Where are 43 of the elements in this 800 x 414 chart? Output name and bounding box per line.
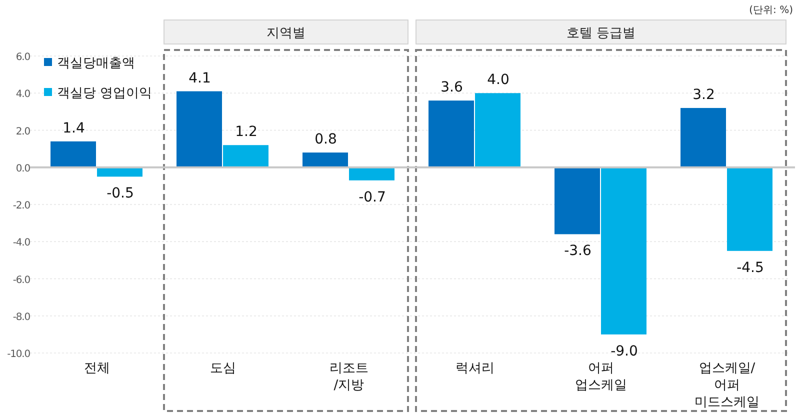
data-label: 1.4 [62,120,85,136]
bar [428,100,474,168]
bar [554,167,600,234]
text: (단위: %) [749,5,794,16]
bar [176,91,222,168]
data-label: 3.6 [440,80,463,96]
y-tick-label: -6.0 [12,274,30,286]
data-label: 1.2 [235,124,258,140]
data-label: 3.2 [692,86,715,103]
x-tick-label: 어퍼 업스케일 [575,361,627,393]
y-tick-label: -4.0 [12,238,30,249]
bar [601,167,646,334]
bar [727,167,772,251]
data-label: -9.0 [610,343,638,360]
x-tick-label: 도심 [210,361,236,376]
data-label: -0.5 [106,186,134,202]
x-tick-label: 전체 [84,361,110,376]
data-label: -4.5 [736,260,764,276]
data-label: 4.0 [487,72,510,88]
y-tick-label: -8.0 [12,312,30,323]
data-label: -0.7 [358,189,386,206]
bar [680,108,726,168]
data-label: 4.1 [188,70,211,86]
y-tick-label: 2.0 [16,126,30,138]
bar [223,145,268,168]
data-label: 0.8 [314,132,337,148]
x-tick-label: 업스케일/ 어퍼 미드스케일 [694,361,760,410]
bar [475,93,520,168]
legend-label: 객실당매출액 [57,56,135,71]
text: 호텔 등급별 [566,26,636,41]
bar [50,141,96,168]
data-label: -3.6 [564,243,592,260]
y-tick-label: 6.0 [16,52,30,63]
bar [302,152,348,168]
y-tick-label: -2.0 [12,200,30,212]
text: 지역별 [266,26,306,41]
y-tick-label: -10.0 [7,349,30,360]
y-tick-label: 4.0 [16,89,30,100]
x-tick-label: 럭셔리 [456,361,494,376]
y-tick-label: 0.0 [16,163,30,174]
bar [349,167,394,180]
legend-label: 객실당 영업이익 [57,86,152,101]
x-tick-label: 리조트 /지방 [330,361,368,393]
